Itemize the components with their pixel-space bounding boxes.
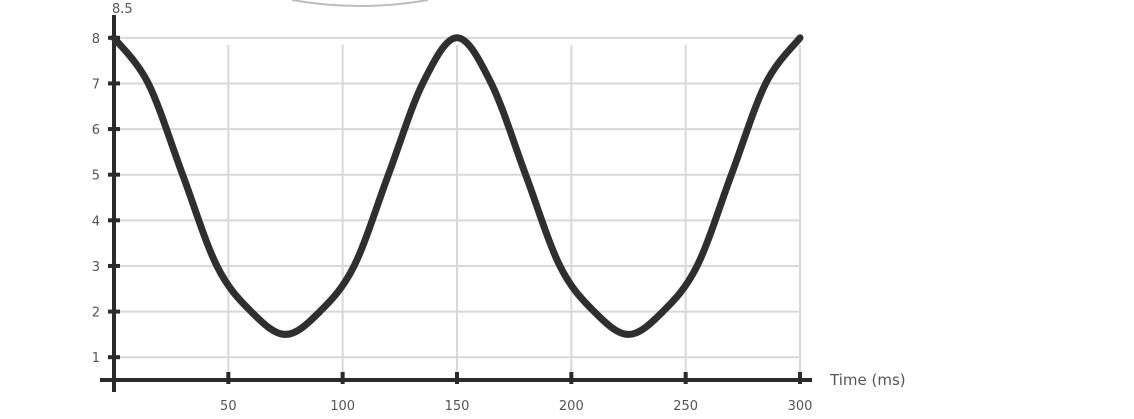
x-axis-title: Time (ms): [829, 371, 906, 389]
data-point: [797, 35, 803, 41]
data-point: [385, 172, 391, 178]
data-point: [111, 35, 117, 41]
y-tick-label: 8: [92, 32, 100, 47]
y-tick-label: 6: [92, 123, 100, 138]
data-point: [660, 309, 666, 315]
y-tick-label: 2: [92, 306, 100, 321]
decorative-arc: [291, 0, 429, 7]
data-point: [420, 80, 426, 86]
series-line: [110, 34, 804, 338]
x-tick-label: 300: [788, 399, 813, 414]
data-point: [523, 172, 529, 178]
data-point: [694, 263, 700, 269]
y-tick-label: 3: [92, 260, 100, 275]
y-tick-label: 4: [92, 214, 100, 229]
data-point: [180, 172, 186, 178]
data-point: [454, 35, 460, 41]
data-point: [763, 80, 769, 86]
data-point: [591, 309, 597, 315]
data-point: [557, 263, 563, 269]
labels-layer: 8.5 Time (ms) 1 2 3 4 5 6 7 8 50 100 150 200 250 300: [92, 2, 906, 414]
grid-layer: [114, 36, 801, 380]
x-tick-label: 200: [559, 399, 584, 414]
y-tick-label: 7: [92, 77, 100, 92]
data-point: [248, 309, 254, 315]
data-point: [488, 80, 494, 86]
data-point: [626, 331, 632, 337]
data-point: [351, 263, 357, 269]
x-tick-label: 150: [445, 399, 470, 414]
ticks-layer: [108, 35, 802, 384]
data-point: [145, 80, 151, 86]
data-point: [283, 331, 289, 337]
x-tick-label: 250: [673, 399, 698, 414]
data-point: [214, 263, 220, 269]
y-axis-top-label: 8.5: [112, 2, 133, 17]
y-tick-label: 5: [92, 169, 100, 184]
data-point: [317, 309, 323, 315]
data-point: [728, 172, 734, 178]
x-tick-label: 50: [220, 399, 237, 414]
x-tick-label: 100: [330, 399, 355, 414]
series-layer: [110, 34, 804, 338]
y-tick-label: 1: [92, 351, 100, 366]
